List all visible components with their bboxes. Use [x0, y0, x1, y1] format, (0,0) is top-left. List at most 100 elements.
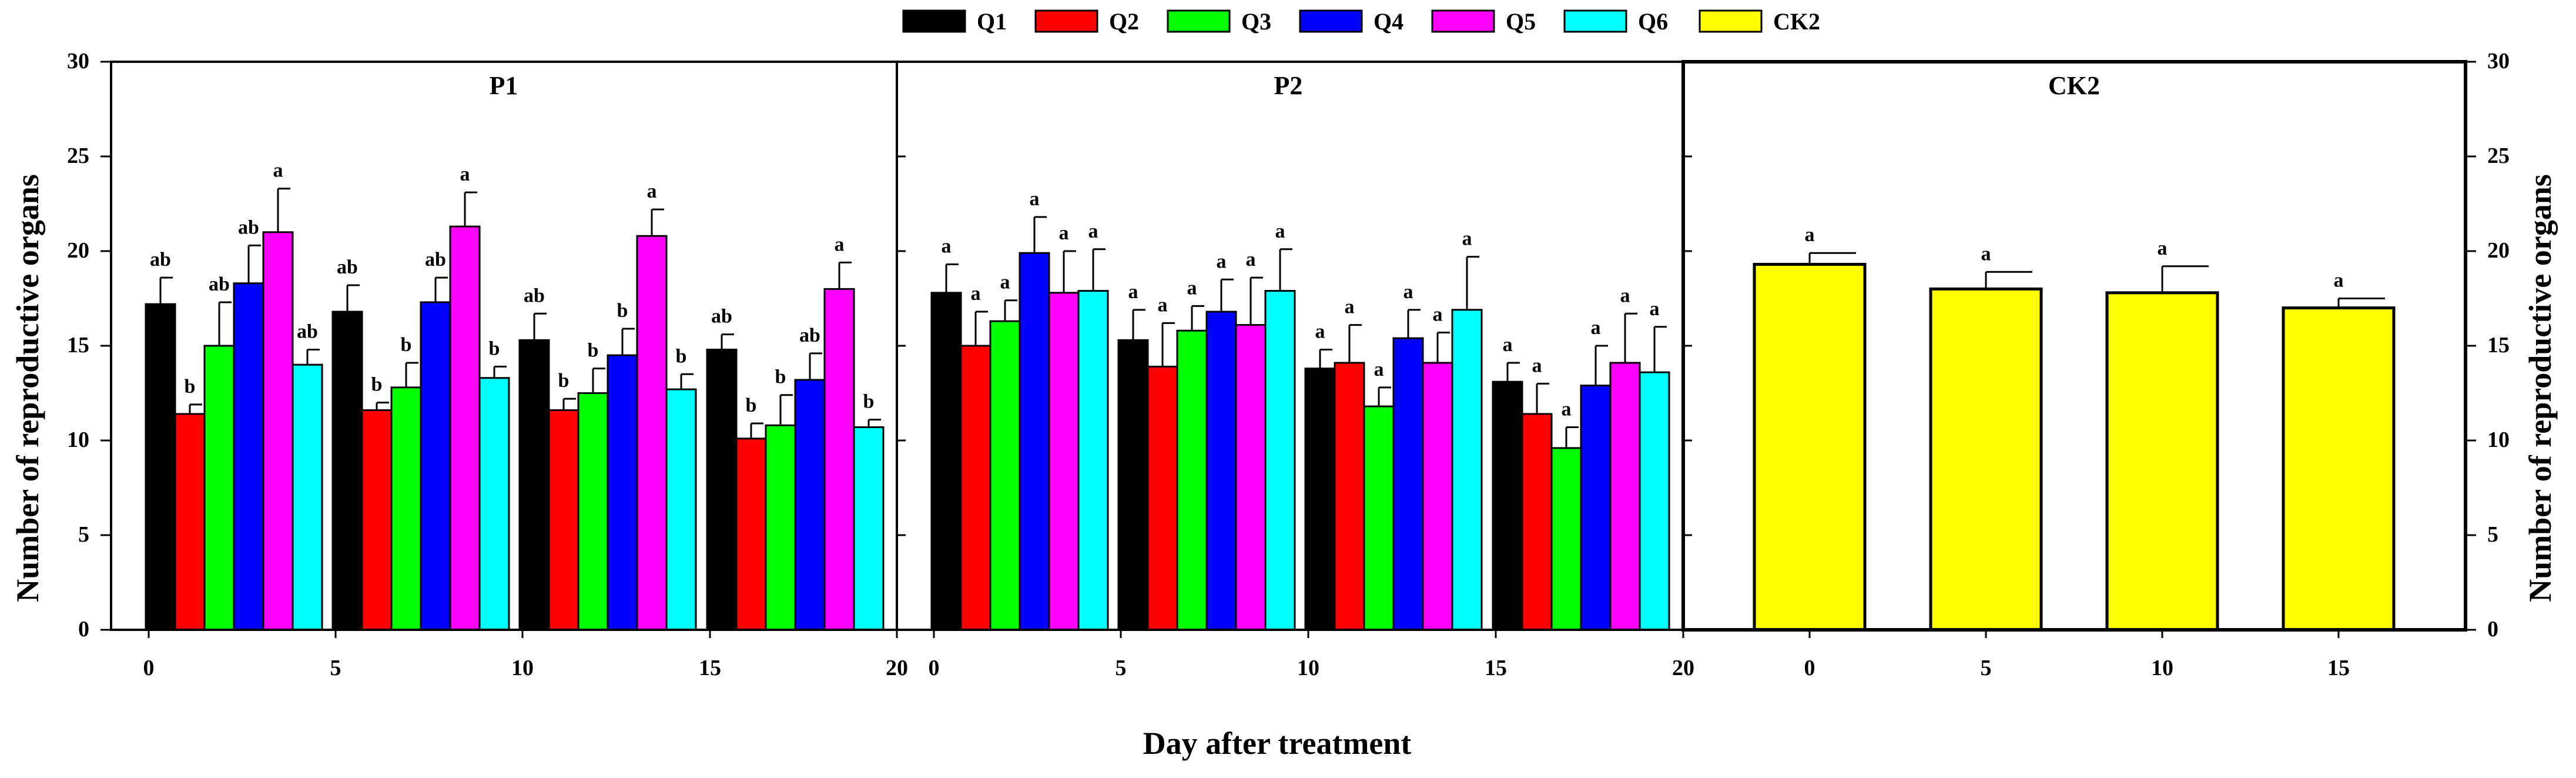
significance-letter: a — [1217, 251, 1227, 272]
significance-letter: b — [617, 300, 628, 322]
bar — [203, 345, 235, 631]
legend-label-ck2: CK2 — [1773, 8, 1820, 35]
bar — [765, 424, 796, 631]
bar — [853, 426, 885, 631]
x-tick-label: 0 — [143, 656, 155, 680]
significance-letter: ab — [425, 249, 446, 271]
significance-letter: b — [489, 338, 500, 359]
x-ticks-p1: 0 5 10 15 20 — [143, 656, 909, 680]
x-ticks-ck2: 0 5 10 15 — [1804, 656, 2350, 680]
bar — [292, 363, 323, 631]
bar — [1235, 324, 1267, 631]
significance-letter: a — [1246, 249, 1256, 271]
significance-letter: a — [1462, 228, 1472, 250]
bar — [1521, 413, 1553, 631]
bar — [607, 354, 638, 631]
panel-title-ck2: CK2 — [2048, 71, 2100, 100]
legend-label-q2: Q2 — [1109, 8, 1139, 35]
bar — [1363, 405, 1395, 631]
significance-letter: a — [1532, 355, 1542, 376]
bar — [1580, 385, 1612, 631]
significance-letter: b — [371, 374, 383, 396]
y-tick-label-right: 0 — [2487, 617, 2498, 642]
significance-letter: a — [647, 181, 657, 202]
significance-letter: a — [1345, 296, 1355, 318]
significance-letter: ab — [238, 216, 259, 238]
bar — [989, 320, 1021, 631]
y-tick-label-left: 0 — [78, 617, 89, 642]
significance-letter: ab — [799, 325, 820, 346]
y-tick-label-left: 30 — [67, 49, 89, 74]
significance-letter: a — [1128, 281, 1138, 303]
bar — [823, 288, 855, 631]
bar — [1392, 337, 1424, 631]
significance-letter: ab — [297, 320, 318, 342]
significance-letter: a — [1981, 243, 1991, 265]
legend-swatch-q1 — [902, 9, 966, 33]
significance-letter: ab — [524, 285, 545, 306]
y-tick-label-left: 15 — [67, 333, 89, 358]
bar — [794, 379, 826, 631]
panel-frame-ck2 — [1681, 60, 2467, 632]
bar — [1117, 339, 1149, 631]
bar — [548, 409, 579, 631]
y-axis-title-left: Number of reproductive organs — [10, 174, 45, 602]
significance-letter: b — [185, 376, 196, 398]
significance-letter: a — [1059, 222, 1069, 244]
bar — [930, 292, 962, 631]
x-tick-label: 20 — [1672, 656, 1694, 680]
bar — [960, 345, 991, 631]
bar — [1304, 368, 1336, 631]
significance-letter: b — [676, 345, 687, 367]
x-tick-label: 5 — [1116, 656, 1127, 680]
x-tick-label: 10 — [2151, 656, 2173, 680]
significance-letter: a — [1275, 221, 1285, 242]
bar — [1609, 362, 1641, 631]
bar — [262, 231, 294, 631]
x-tick-label: 15 — [2327, 656, 2350, 680]
bar — [1639, 371, 1670, 631]
significance-letter: a — [835, 233, 845, 255]
significance-letter: ab — [337, 256, 358, 278]
x-tick-label: 5 — [330, 656, 341, 680]
bar — [331, 310, 363, 631]
bar — [706, 348, 738, 631]
y-tick-label-left: 5 — [78, 522, 89, 547]
legend-label-q6: Q6 — [1638, 8, 1668, 35]
significance-letter: a — [1433, 303, 1443, 325]
bar — [1492, 380, 1523, 631]
x-tick-label: 15 — [1485, 656, 1507, 680]
bar — [665, 388, 697, 631]
bar — [1205, 310, 1237, 631]
significance-letter: a — [971, 283, 981, 305]
x-ticks-p2: 0 5 10 15 20 — [929, 656, 1695, 680]
significance-letter: b — [558, 370, 570, 392]
bar — [636, 235, 668, 631]
bar — [1753, 263, 1867, 632]
bar — [145, 303, 176, 631]
x-tick-label: 10 — [1297, 656, 1319, 680]
significance-letter: ab — [711, 306, 732, 328]
significance-letter: a — [942, 236, 952, 258]
significance-letter: ab — [150, 249, 171, 271]
significance-letter: a — [1187, 277, 1197, 299]
bar — [361, 409, 393, 631]
bar — [2282, 306, 2396, 632]
x-tick-label: 0 — [1804, 656, 1815, 680]
significance-letter: a — [1088, 221, 1098, 242]
significance-letter: a — [2158, 238, 2168, 259]
x-tick-label: 0 — [929, 656, 940, 680]
y-tick-label-right: 25 — [2487, 143, 2510, 168]
legend-swatch-q4 — [1299, 9, 1363, 33]
bar — [518, 339, 550, 631]
bar — [1451, 309, 1483, 631]
bar — [390, 386, 422, 631]
bar — [233, 282, 264, 631]
bar-group-day-0: ab b ab ab a ab — [145, 160, 323, 631]
x-axis-title: Day after treatment — [1143, 726, 1412, 761]
